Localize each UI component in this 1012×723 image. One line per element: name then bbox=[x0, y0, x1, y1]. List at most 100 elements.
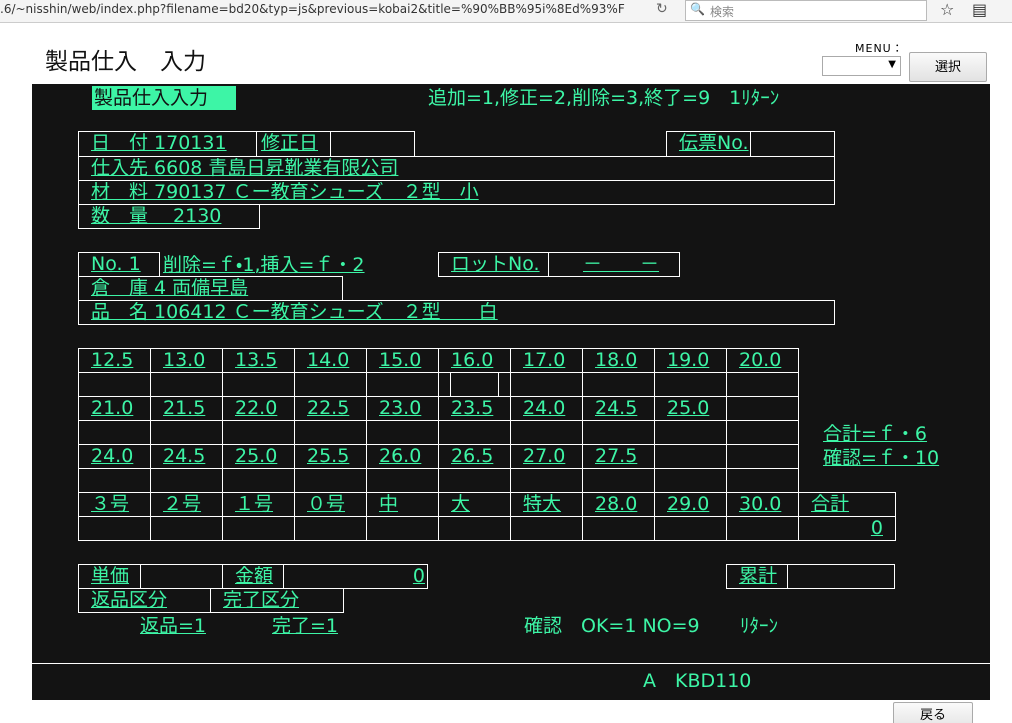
lot-no-label: ロットNo. bbox=[438, 252, 549, 277]
confirm-key: 確認=ｆ・10 bbox=[823, 447, 940, 469]
size-label: 25.0 bbox=[654, 396, 727, 421]
size-quantity[interactable] bbox=[150, 420, 223, 445]
size-label: 18.0 bbox=[582, 348, 655, 373]
cursor[interactable] bbox=[450, 372, 499, 397]
quantity-field: 数 量 2130 bbox=[78, 204, 260, 229]
size-quantity[interactable] bbox=[222, 372, 295, 397]
browser-toolbar: .6/~nisshin/web/index.php?filename=bd20&… bbox=[0, 0, 1012, 23]
size-quantity[interactable] bbox=[222, 516, 295, 541]
size-quantity[interactable] bbox=[510, 468, 583, 493]
status-bar: A KBD110 bbox=[32, 663, 990, 700]
size-quantity[interactable] bbox=[78, 372, 151, 397]
size-quantity[interactable] bbox=[294, 372, 367, 397]
size-cell-empty bbox=[654, 444, 727, 469]
screen-title: 製品仕入入力 bbox=[92, 86, 236, 110]
size-label: 25.5 bbox=[294, 444, 367, 469]
size-quantity[interactable] bbox=[294, 516, 367, 541]
size-label: ３号 bbox=[78, 492, 151, 517]
size-quantity[interactable] bbox=[582, 468, 655, 493]
size-label: 20.0 bbox=[726, 348, 799, 373]
size-quantity[interactable] bbox=[726, 468, 799, 493]
size-quantity[interactable] bbox=[150, 516, 223, 541]
size-label: 24.5 bbox=[582, 396, 655, 421]
size-quantity[interactable] bbox=[366, 516, 439, 541]
size-label: 22.5 bbox=[294, 396, 367, 421]
size-cell-empty bbox=[726, 444, 799, 469]
size-label: ２号 bbox=[150, 492, 223, 517]
unit-price-field[interactable] bbox=[140, 564, 223, 589]
size-label: 17.0 bbox=[510, 348, 583, 373]
size-label: 中 bbox=[366, 492, 439, 517]
page-title: 製品仕入 入力 bbox=[45, 49, 206, 75]
size-label: 12.5 bbox=[78, 348, 151, 373]
size-label: 28.0 bbox=[582, 492, 655, 517]
return-key: ﾘﾀｰﾝ bbox=[740, 615, 779, 637]
bookmark-icon[interactable]: ☆ bbox=[940, 0, 955, 19]
revision-date-field[interactable] bbox=[330, 131, 415, 157]
slip-no-field[interactable] bbox=[750, 131, 835, 157]
cumulative-field[interactable] bbox=[787, 564, 895, 589]
product-field: 品 名 106412 Ｃー教育シューズ ２型 白 bbox=[78, 300, 835, 325]
size-quantity: 0 bbox=[798, 516, 896, 541]
size-cell-empty bbox=[726, 396, 799, 421]
amount-label: 金額 bbox=[222, 564, 284, 589]
size-quantity[interactable] bbox=[78, 468, 151, 493]
status-text: A KBD110 bbox=[643, 670, 752, 692]
size-quantity[interactable] bbox=[366, 420, 439, 445]
size-quantity[interactable] bbox=[438, 516, 511, 541]
size-quantity[interactable] bbox=[438, 420, 511, 445]
back-button[interactable]: 戻る bbox=[893, 702, 973, 723]
unit-price-label: 単価 bbox=[78, 564, 141, 589]
size-quantity[interactable] bbox=[150, 468, 223, 493]
size-quantity[interactable] bbox=[654, 420, 727, 445]
size-label: 13.0 bbox=[150, 348, 223, 373]
size-quantity[interactable] bbox=[726, 372, 799, 397]
size-label: 合計 bbox=[798, 492, 896, 517]
size-label: 25.0 bbox=[222, 444, 295, 469]
size-quantity[interactable] bbox=[582, 420, 655, 445]
size-label: 大 bbox=[438, 492, 511, 517]
size-label: 24.0 bbox=[510, 396, 583, 421]
size-label: 15.0 bbox=[366, 348, 439, 373]
material-field: 材 料 790137 Ｃー教育シューズ ２型 小 bbox=[78, 180, 835, 205]
search-box[interactable]: 🔍 検索 bbox=[685, 0, 927, 21]
warehouse-field: 倉 庫 4 両備早島 bbox=[78, 276, 343, 301]
size-quantity[interactable] bbox=[78, 516, 151, 541]
size-quantity[interactable] bbox=[294, 420, 367, 445]
size-label: 22.0 bbox=[222, 396, 295, 421]
size-quantity[interactable] bbox=[582, 372, 655, 397]
size-label: 21.5 bbox=[150, 396, 223, 421]
size-quantity[interactable] bbox=[510, 372, 583, 397]
address-bar[interactable]: .6/~nisshin/web/index.php?filename=bd20&… bbox=[0, 2, 625, 16]
reading-list-icon[interactable]: ▤ bbox=[972, 0, 988, 19]
menu-select[interactable]: ▼ bbox=[822, 56, 901, 76]
complete-hint: 完了=1 bbox=[272, 615, 339, 637]
size-quantity[interactable] bbox=[726, 420, 799, 445]
size-quantity[interactable] bbox=[366, 372, 439, 397]
size-quantity[interactable] bbox=[510, 420, 583, 445]
size-quantity[interactable] bbox=[438, 468, 511, 493]
select-button[interactable]: 選択 bbox=[909, 52, 987, 82]
command-keys: 追加=1,修正=2,削除=3,終了=9 1ﾘﾀｰﾝ bbox=[428, 87, 780, 109]
size-quantity[interactable] bbox=[654, 468, 727, 493]
size-quantity[interactable] bbox=[654, 516, 727, 541]
size-quantity[interactable] bbox=[150, 372, 223, 397]
size-quantity[interactable] bbox=[294, 468, 367, 493]
size-quantity[interactable] bbox=[222, 468, 295, 493]
lot-no-field: － － bbox=[548, 252, 680, 277]
size-label: ０号 bbox=[294, 492, 367, 517]
cumulative-label: 累計 bbox=[726, 564, 788, 589]
size-quantity[interactable] bbox=[78, 420, 151, 445]
size-label: 30.0 bbox=[726, 492, 799, 517]
size-quantity[interactable] bbox=[222, 420, 295, 445]
date-field: 日 付 170131 bbox=[78, 131, 257, 157]
reload-icon[interactable]: ↻ bbox=[656, 1, 668, 17]
size-quantity[interactable] bbox=[510, 516, 583, 541]
size-quantity[interactable] bbox=[726, 516, 799, 541]
size-quantity[interactable] bbox=[366, 468, 439, 493]
size-quantity[interactable] bbox=[654, 372, 727, 397]
size-label: 27.5 bbox=[582, 444, 655, 469]
size-label: 29.0 bbox=[654, 492, 727, 517]
size-quantity[interactable] bbox=[582, 516, 655, 541]
